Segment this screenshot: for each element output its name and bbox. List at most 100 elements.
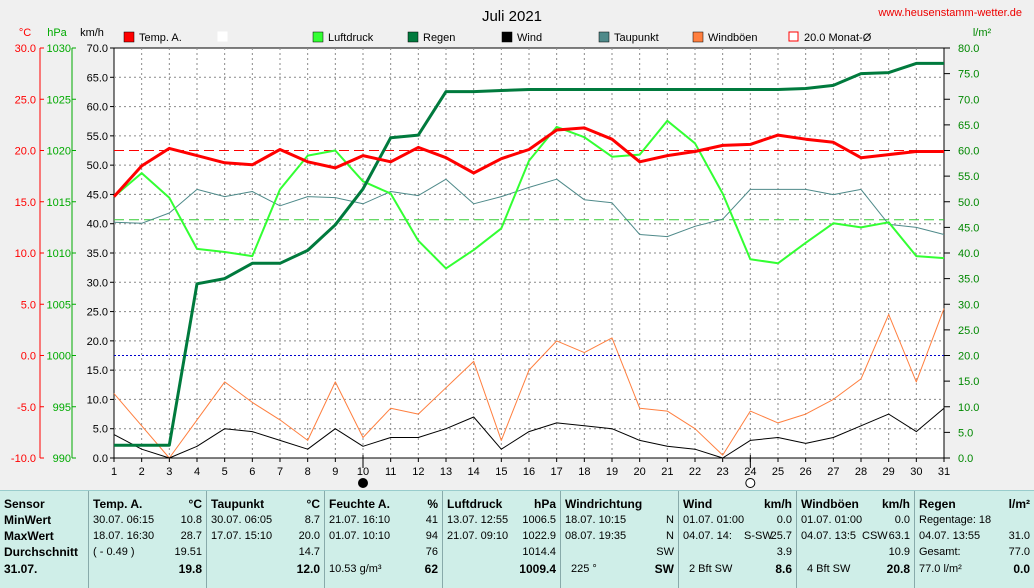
wind-unit: km/h xyxy=(763,497,792,511)
feuchte-current-value: 62 xyxy=(424,562,438,576)
taupunkt-max-value: 20.0 xyxy=(298,530,320,542)
wind-max-direction: S-SW xyxy=(744,530,773,542)
summary-temp: Temp. A. °C 30.07. 06:15 10.8 18.07. 16:30… xyxy=(88,491,206,588)
windboeen-beaufort: 4 Bft SW xyxy=(807,563,851,575)
x-tick-label: 6 xyxy=(249,466,255,478)
y-tick-label-temp: 10.0 xyxy=(15,248,36,260)
feuchte-max-time: 01.07. 10:10 xyxy=(329,530,391,542)
row-label-date: 31.07. xyxy=(4,562,38,576)
luftdruck-max-value: 1022.9 xyxy=(522,530,556,542)
y-tick-label-rain: 0.0 xyxy=(958,453,973,465)
y-tick-label-rain: 40.0 xyxy=(958,248,979,260)
y-tick-label-rain: 65.0 xyxy=(958,120,979,132)
luftdruck-unit: hPa xyxy=(533,497,556,511)
row-label-min: MinWert xyxy=(4,513,52,527)
windrichtung-avg-value: SW xyxy=(656,546,674,558)
x-tick-label: 23 xyxy=(717,466,729,478)
y-tick-label-rain: 30.0 xyxy=(958,299,979,311)
legend-swatch xyxy=(217,31,228,42)
x-marker-dot xyxy=(358,478,368,488)
temp-max-time: 18.07. 16:30 xyxy=(93,530,155,542)
wind-beaufort: 2 Bft SW xyxy=(689,563,733,575)
y-tick-label-wind: 55.0 xyxy=(87,131,108,143)
x-tick-label: 30 xyxy=(910,466,922,478)
y-tick-label-temp: 0.0 xyxy=(21,351,36,363)
y-tick-label-wind: 45.0 xyxy=(87,189,108,201)
series-line xyxy=(113,119,945,270)
row-label-avg: Durchschnitt xyxy=(4,545,79,559)
luftdruck-current-value: 1009.4 xyxy=(519,562,556,576)
regen-max-value: 31.0 xyxy=(1008,530,1030,542)
legend-swatch xyxy=(501,31,513,43)
taupunkt-unit: °C xyxy=(306,497,320,511)
legend-swatch xyxy=(692,31,704,43)
website-link[interactable]: www.heusenstamm-wetter.de xyxy=(877,7,1022,19)
regen-gesamt-value: 77.0 xyxy=(1008,546,1030,558)
weather-chart: Juli 2021 www.heusenstamm-wetter.de °C h… xyxy=(10,7,1022,488)
y-tick-label-pressure: 1005 xyxy=(47,299,71,311)
windboeen-max-time: 04.07. 13:5 xyxy=(801,530,857,542)
summary-taupunkt: Taupunkt °C 30.07. 06:05 8.7 17.07. 15:10 2… xyxy=(206,491,324,588)
wind-max-time: 04.07. 14: xyxy=(683,530,732,542)
legend-swatch xyxy=(407,31,419,43)
x-tick-label: 15 xyxy=(495,466,507,478)
x-tick-label: 31 xyxy=(938,466,950,478)
taupunkt-min-value: 8.7 xyxy=(304,514,320,526)
y-tick-label-wind: 35.0 xyxy=(87,248,108,260)
summary-luftdruck: Luftdruck hPa 13.07. 12:55 1006.5 21.07. 0… xyxy=(442,491,560,588)
row-label-sensor: Sensor xyxy=(4,497,45,511)
wind-max-value: 25.7 xyxy=(770,530,792,542)
taupunkt-title: Taupunkt xyxy=(211,497,265,511)
windrichtung-degrees: 225 ° xyxy=(571,563,597,575)
series-line xyxy=(113,308,945,459)
feuchte-max-value: 94 xyxy=(425,530,438,542)
windboeen-title: Windböen xyxy=(801,497,859,511)
x-tick-label: 2 xyxy=(139,466,145,478)
regen-max-time: 04.07. 13:55 xyxy=(919,530,981,542)
legend-swatch xyxy=(788,31,799,42)
x-tick-label: 29 xyxy=(883,466,895,478)
regen-today-value: 0.0 xyxy=(1013,562,1030,576)
unit-kmh-label: km/h xyxy=(80,27,104,39)
legend-label: Temp. A. xyxy=(139,32,182,44)
taupunkt-avg-value: 14.7 xyxy=(298,546,320,558)
y-tick-label-pressure: 1030 xyxy=(47,43,71,55)
temp-min-time: 30.07. 06:15 xyxy=(93,514,155,526)
luftdruck-min-time: 13.07. 12:55 xyxy=(447,514,509,526)
y-tick-label-temp: 25.0 xyxy=(15,94,36,106)
x-tick-label: 27 xyxy=(827,466,839,478)
y-tick-label-temp: 5.0 xyxy=(21,299,36,311)
y-tick-label-rain: 60.0 xyxy=(958,146,979,158)
windboeen-avg-value: 10.9 xyxy=(888,546,910,558)
summary-regen: Regen l/m² Regentage: 18 04.07. 13:55 31.0… xyxy=(914,491,1034,588)
luftdruck-avg-value: 1014.4 xyxy=(522,546,556,558)
y-tick-label-pressure: 1000 xyxy=(47,351,71,363)
row-label-max: MaxWert xyxy=(4,529,54,543)
temp-current-value: 19.8 xyxy=(178,562,202,576)
x-tick-label: 18 xyxy=(578,466,590,478)
series-line xyxy=(114,61,944,447)
temp-min-value: 10.8 xyxy=(180,514,202,526)
y-tick-label-rain: 75.0 xyxy=(958,69,979,81)
feuchte-title: Feuchte A. xyxy=(329,497,390,511)
regen-gesamt-label: Gesamt: xyxy=(919,546,961,558)
legend-swatch xyxy=(312,31,324,43)
y-tick-label-wind: 25.0 xyxy=(87,307,108,319)
legend-label: Windböen xyxy=(708,32,758,44)
y-tick-label-rain: 80.0 xyxy=(958,43,979,55)
x-tick-label: 10 xyxy=(357,466,369,478)
summary-table: Sensor MinWert MaxWert Durchschnitt 31.0… xyxy=(0,490,1034,588)
y-tick-label-wind: 60.0 xyxy=(87,102,108,114)
y-tick-label-wind: 15.0 xyxy=(87,365,108,377)
temp-avg-value: 19.51 xyxy=(174,546,202,558)
x-tick-label: 16 xyxy=(523,466,535,478)
y-tick-label-wind: 30.0 xyxy=(87,277,108,289)
windrichtung-min-value: N xyxy=(666,514,674,526)
legend-label: 20.0 Monat-Ø xyxy=(804,32,872,44)
windboeen-current-value: 20.8 xyxy=(886,562,910,576)
temp-max-value: 28.7 xyxy=(180,530,202,542)
windboeen-unit: km/h xyxy=(881,497,910,511)
windrichtung-max-time: 08.07. 19:35 xyxy=(565,530,627,542)
y-tick-label-rain: 45.0 xyxy=(958,222,979,234)
x-tick-label: 13 xyxy=(440,466,452,478)
